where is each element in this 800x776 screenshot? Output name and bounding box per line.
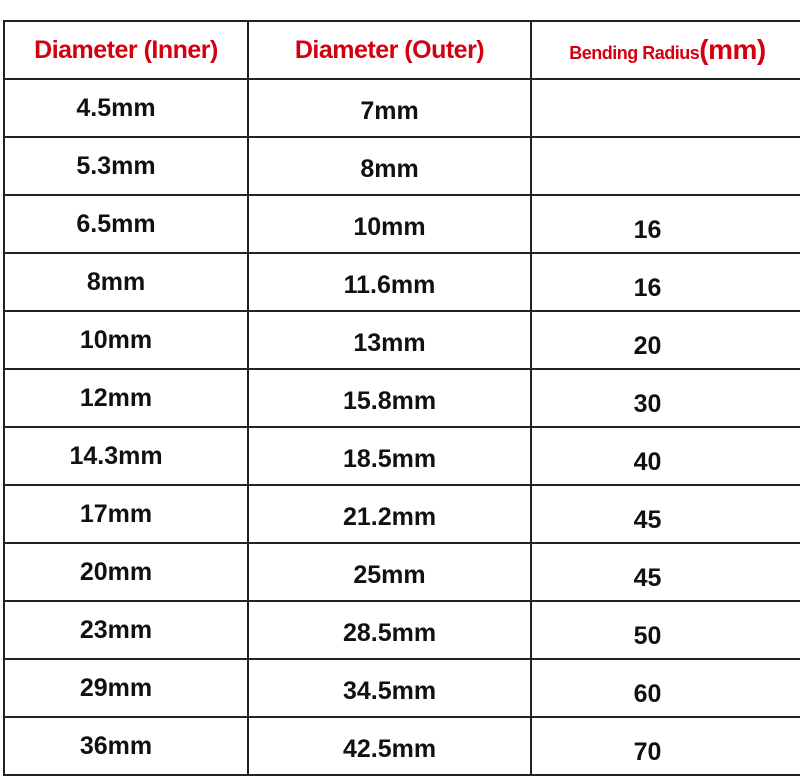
bending-radius-cell-text: 20	[633, 331, 662, 360]
bending-radius-label: Bending Radius	[569, 43, 700, 63]
outer-diameter-cell: 18.5mm	[247, 426, 532, 486]
outer-diameter-cell-text: 42.5mm	[342, 734, 437, 763]
inner-diameter-cell: 6.5mm	[3, 194, 249, 254]
inner-diameter-cell-text: 23mm	[79, 615, 153, 644]
table-row: 17mm 21.2mm 45	[3, 484, 800, 544]
table-row: 36mm 42.5mm 70	[3, 716, 800, 776]
outer-diameter-cell-text: 21.2mm	[342, 502, 437, 531]
table-row: 12mm 15.8mm 30	[3, 368, 800, 428]
bending-radius-cell-text: 45	[633, 505, 662, 534]
header-outer-diameter: Diameter (Outer)	[247, 20, 532, 80]
table-row: 14.3mm 18.5mm 40	[3, 426, 800, 486]
inner-diameter-cell: 8mm	[3, 252, 249, 312]
bending-radius-cell-text: 45	[633, 563, 662, 592]
outer-diameter-cell-text: 25mm	[353, 560, 426, 589]
bending-radius-cell: 16	[530, 194, 800, 254]
bending-radius-cell	[530, 78, 800, 138]
inner-diameter-cell-text: 29mm	[79, 673, 153, 702]
inner-diameter-cell-text: 5.3mm	[76, 151, 156, 180]
outer-diameter-cell: 28.5mm	[247, 600, 532, 660]
bending-radius-cell-text: 60	[633, 679, 662, 708]
table-row: 8mm 11.6mm 16	[3, 252, 800, 312]
bending-radius-cell: 20	[530, 310, 800, 370]
outer-diameter-cell-text: 7mm	[360, 96, 419, 125]
header-bending-radius: Bending Radius(mm)	[530, 20, 800, 80]
inner-diameter-cell-text: 36mm	[79, 731, 153, 760]
inner-diameter-cell: 14.3mm	[3, 426, 249, 486]
header-row: Diameter (Inner) Diameter (Outer) Bendin…	[3, 20, 800, 80]
table-row: 23mm 28.5mm 50	[3, 600, 800, 660]
inner-diameter-cell: 5.3mm	[3, 136, 249, 196]
outer-diameter-cell-text: 28.5mm	[342, 618, 437, 647]
outer-diameter-cell-text: 11.6mm	[343, 270, 436, 299]
bending-radius-cell-text: 70	[633, 737, 662, 766]
outer-diameter-cell-text: 18.5mm	[342, 444, 437, 473]
bending-radius-cell-text: 40	[633, 447, 662, 476]
inner-diameter-cell: 36mm	[3, 716, 249, 776]
inner-diameter-cell-text: 20mm	[79, 557, 153, 586]
outer-diameter-cell: 25mm	[247, 542, 532, 602]
bending-radius-cell: 45	[530, 484, 800, 544]
inner-diameter-cell-text: 8mm	[86, 267, 146, 296]
bending-radius-cell	[530, 136, 800, 196]
inner-diameter-cell: 20mm	[3, 542, 249, 602]
outer-diameter-cell: 10mm	[247, 194, 532, 254]
outer-diameter-cell-text: 13mm	[353, 328, 426, 357]
table-row: 20mm 25mm 45	[3, 542, 800, 602]
outer-diameter-cell: 13mm	[247, 310, 532, 370]
inner-diameter-cell-text: 17mm	[79, 499, 153, 528]
inner-diameter-cell: 4.5mm	[3, 78, 249, 138]
outer-diameter-cell-text: 34.5mm	[342, 676, 437, 705]
outer-diameter-cell: 11.6mm	[247, 252, 532, 312]
outer-diameter-cell: 15.8mm	[247, 368, 532, 428]
inner-diameter-cell-text: 12mm	[79, 383, 153, 412]
outer-diameter-cell: 7mm	[247, 78, 532, 138]
inner-diameter-cell-text: 6.5mm	[76, 209, 156, 238]
outer-diameter-cell: 34.5mm	[247, 658, 532, 718]
bending-radius-cell: 30	[530, 368, 800, 428]
outer-diameter-cell: 42.5mm	[247, 716, 532, 776]
bending-radius-cell-text: 50	[633, 621, 662, 650]
table-row: 29mm 34.5mm 60	[3, 658, 800, 718]
header-inner-diameter: Diameter (Inner)	[3, 20, 249, 80]
bending-radius-cell: 40	[530, 426, 800, 486]
bending-radius-unit: (mm)	[699, 34, 766, 65]
bending-radius-cell: 70	[530, 716, 800, 776]
bending-radius-cell: 50	[530, 600, 800, 660]
table-row: 5.3mm 8mm	[3, 136, 800, 196]
outer-diameter-cell-text: 10mm	[353, 212, 426, 241]
spec-table: Diameter (Inner) Diameter (Outer) Bendin…	[3, 20, 800, 776]
table-row: 10mm 13mm 20	[3, 310, 800, 370]
outer-diameter-cell: 8mm	[247, 136, 532, 196]
bending-radius-cell-text: 16	[633, 273, 662, 302]
inner-diameter-cell-text: 14.3mm	[69, 441, 163, 470]
bending-radius-cell-text: 16	[633, 215, 662, 244]
bending-radius-cell: 16	[530, 252, 800, 312]
table-row: 6.5mm 10mm 16	[3, 194, 800, 254]
bending-radius-cell: 45	[530, 542, 800, 602]
inner-diameter-cell-text: 10mm	[79, 325, 153, 354]
outer-diameter-cell-text: 15.8mm	[342, 386, 437, 415]
bending-radius-cell: 60	[530, 658, 800, 718]
bending-radius-cell-text: 30	[633, 389, 662, 418]
inner-diameter-cell: 17mm	[3, 484, 249, 544]
inner-diameter-cell: 23mm	[3, 600, 249, 660]
outer-diameter-cell: 21.2mm	[247, 484, 532, 544]
inner-diameter-cell: 12mm	[3, 368, 249, 428]
table-row: 4.5mm 7mm	[3, 78, 800, 138]
outer-diameter-cell-text: 8mm	[360, 154, 419, 183]
inner-diameter-cell: 29mm	[3, 658, 249, 718]
inner-diameter-cell: 10mm	[3, 310, 249, 370]
inner-diameter-cell-text: 4.5mm	[76, 93, 156, 122]
